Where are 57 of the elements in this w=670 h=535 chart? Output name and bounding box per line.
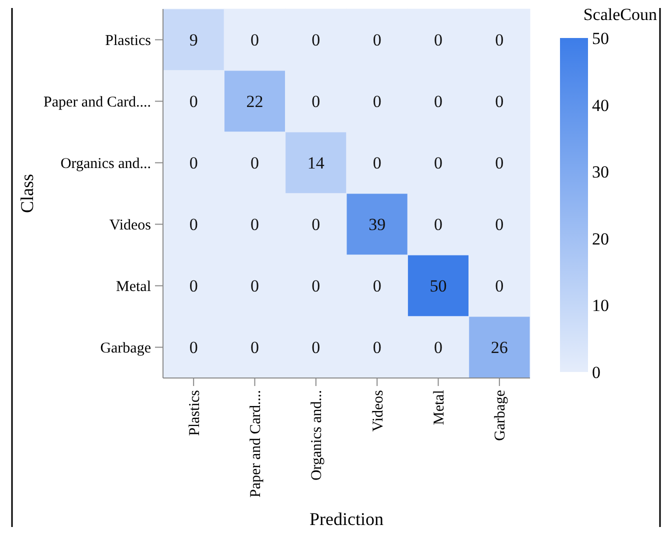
data-label: 0 [250,338,259,358]
data-label: 0 [189,215,198,234]
data-label: 0 [250,276,259,296]
x-tick-label: Organics and... [309,390,326,481]
y-tick-label: Metal [116,279,151,295]
color-bar-label: 0 [592,362,600,382]
data-label: 0 [495,30,504,50]
data-label: 0 [250,30,259,50]
data-label: 0 [312,30,320,50]
y-tick-label: Organics and... [60,156,151,172]
color-bar-label: 40 [592,96,609,115]
data-label: 0 [189,92,198,112]
data-label: 0 [372,338,382,358]
data-label: 0 [372,30,382,50]
color-bar-title: ScaleCoun [583,5,658,24]
data-label: 0 [434,154,442,173]
color-bar-label: 10 [592,296,609,316]
x-tick-label: Paper and Card.... [248,390,264,498]
x-tick-label: Plastics [186,390,203,436]
color-bar-label: 20 [592,229,609,248]
x-tick-label: Metal [432,390,448,425]
data-label: 0 [312,276,320,296]
data-label: 26 [490,338,508,358]
data-label: 0 [495,215,504,234]
data-label: 0 [189,154,198,173]
data-label: 14 [307,154,325,173]
data-label: 0 [434,215,442,234]
x-tick-label: Videos [370,390,386,432]
data-label: 0 [372,92,382,112]
y-tick-label: Plastics [105,33,152,49]
data-label: 0 [312,92,320,112]
data-label: 0 [372,276,382,296]
data-label: 0 [189,338,198,358]
data-label: 39 [368,215,386,234]
data-label: 0 [372,154,382,173]
data-label: 0 [495,154,504,173]
color-bar-label: 30 [592,162,609,182]
y-axis-title: Class [17,174,37,214]
data-label: 22 [246,92,264,112]
y-tick-label: Videos [109,218,152,234]
data-label: 0 [495,276,504,296]
x-axis-title: Prediction [310,509,384,529]
color-bar-label: 50 [592,28,609,48]
data-label: 0 [312,338,320,358]
data-label: 0 [250,154,259,173]
data-label: 0 [189,276,198,296]
data-label: 0 [312,215,320,234]
data-label: 0 [434,92,442,112]
data-label: 0 [434,30,442,50]
data-label: 9 [189,30,198,50]
data-label: 50 [430,276,447,296]
data-label: 0 [495,92,504,112]
y-tick-label: Paper and Card.... [44,94,151,110]
x-tick-label: Garbage [492,390,509,441]
data-label: 0 [250,215,259,234]
data-label: 0 [434,338,442,358]
y-tick-label: Garbage [100,340,152,356]
